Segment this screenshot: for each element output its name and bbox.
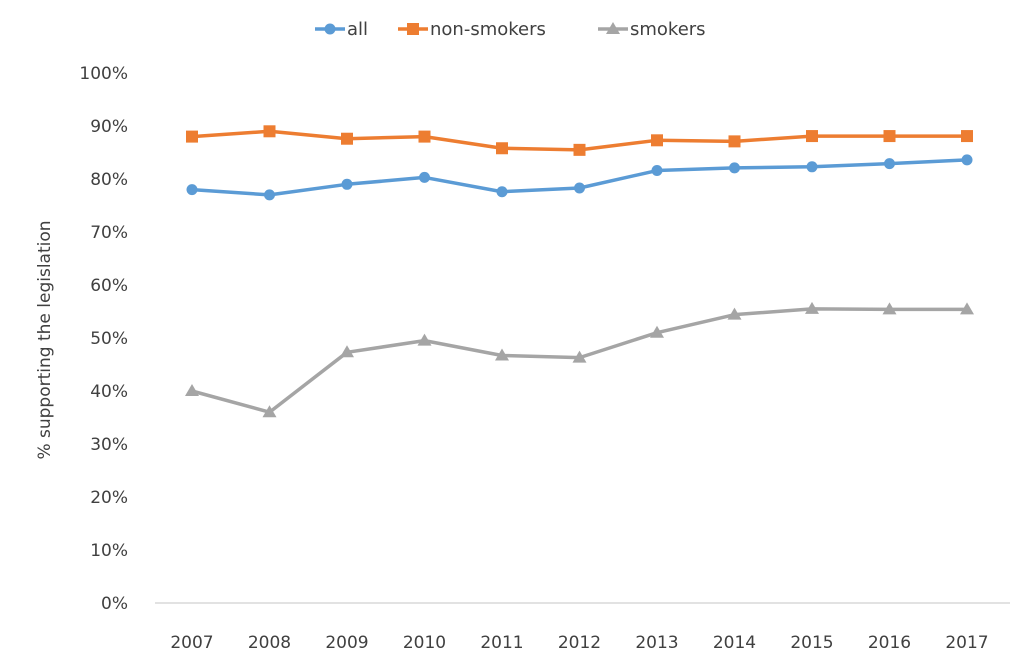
x-tick-label: 2016	[868, 633, 911, 653]
data-point-smokers	[417, 333, 432, 346]
x-tick-label: 2007	[170, 633, 213, 653]
data-point-all	[961, 154, 973, 166]
series-smokers	[185, 301, 974, 418]
data-point-non-smokers	[728, 135, 741, 148]
y-tick-label: 30%	[90, 435, 128, 455]
y-tick-label: 50%	[90, 329, 128, 349]
data-point-all	[884, 158, 895, 170]
x-tick-label: 2008	[248, 633, 291, 653]
data-point-non-smokers	[806, 130, 818, 143]
data-point-smokers	[650, 325, 664, 338]
series-all	[186, 154, 973, 201]
y-tick-label: 60%	[90, 276, 128, 296]
data-point-smokers	[340, 345, 354, 358]
data-point-smokers	[727, 307, 742, 320]
data-point-non-smokers	[496, 142, 508, 155]
y-tick-label: 0%	[101, 594, 128, 614]
data-point-non-smokers	[186, 130, 198, 143]
data-point-non-smokers	[883, 130, 896, 143]
data-point-all	[806, 161, 818, 173]
legend-item-all: all	[315, 19, 368, 40]
y-tick-label: 70%	[90, 223, 128, 243]
x-tick-label: 2015	[790, 633, 833, 653]
data-point-smokers	[805, 301, 819, 314]
data-point-all	[341, 178, 353, 190]
data-point-smokers	[185, 384, 199, 396]
x-tick-label: 2012	[558, 633, 601, 653]
y-tick-label: 100%	[79, 64, 128, 84]
data-point-non-smokers	[961, 130, 973, 143]
data-point-smokers	[882, 302, 897, 315]
data-point-all	[496, 186, 508, 198]
y-tick-label: 40%	[90, 382, 128, 402]
data-point-smokers	[572, 350, 587, 363]
y-tick-label: 90%	[90, 117, 128, 137]
legend-marker	[606, 22, 620, 34]
data-point-all	[729, 162, 740, 174]
legend-item-smokers: smokers	[598, 19, 706, 40]
legend-marker	[324, 23, 336, 35]
data-point-all	[574, 182, 585, 194]
plot-area	[185, 125, 974, 418]
data-point-smokers	[262, 405, 277, 418]
data-point-non-smokers	[418, 130, 431, 143]
data-point-non-smokers	[263, 125, 276, 138]
y-axis: 0% 10% 20% 30% 40% 50% 60% 70% 80% 90% 100%	[79, 64, 128, 614]
data-point-non-smokers	[341, 132, 353, 145]
data-point-smokers	[495, 348, 509, 361]
legend-item-non-smokers: non-smokers	[398, 19, 546, 40]
data-point-non-smokers	[573, 143, 586, 156]
legend-label: non-smokers	[430, 19, 546, 40]
legend-label: all	[347, 19, 368, 40]
x-tick-label: 2010	[403, 633, 446, 653]
data-point-all	[651, 165, 663, 177]
legend-marker	[407, 23, 419, 35]
series-non-smokers	[186, 125, 973, 156]
legend: all non-smokers smokers	[315, 19, 706, 40]
x-tick-label: 2014	[713, 633, 756, 653]
y-tick-label: 20%	[90, 488, 128, 508]
data-point-non-smokers	[651, 134, 663, 147]
y-tick-label: 10%	[90, 541, 128, 561]
x-tick-label: 2017	[945, 633, 988, 653]
data-point-all	[186, 184, 198, 196]
legend-label: smokers	[630, 19, 706, 40]
data-point-smokers	[960, 302, 974, 315]
x-tick-label: 2013	[635, 633, 678, 653]
y-tick-label: 80%	[90, 170, 128, 190]
x-axis: 2007 2008 2009 2010 2011 2012 2013 2014 2015 2016…	[155, 602, 1010, 653]
data-point-all	[419, 171, 430, 183]
data-point-all	[264, 189, 275, 201]
x-tick-label: 2009	[325, 633, 368, 653]
x-tick-label: 2011	[480, 633, 523, 653]
y-axis-title: % supporting the legislation	[35, 220, 55, 459]
